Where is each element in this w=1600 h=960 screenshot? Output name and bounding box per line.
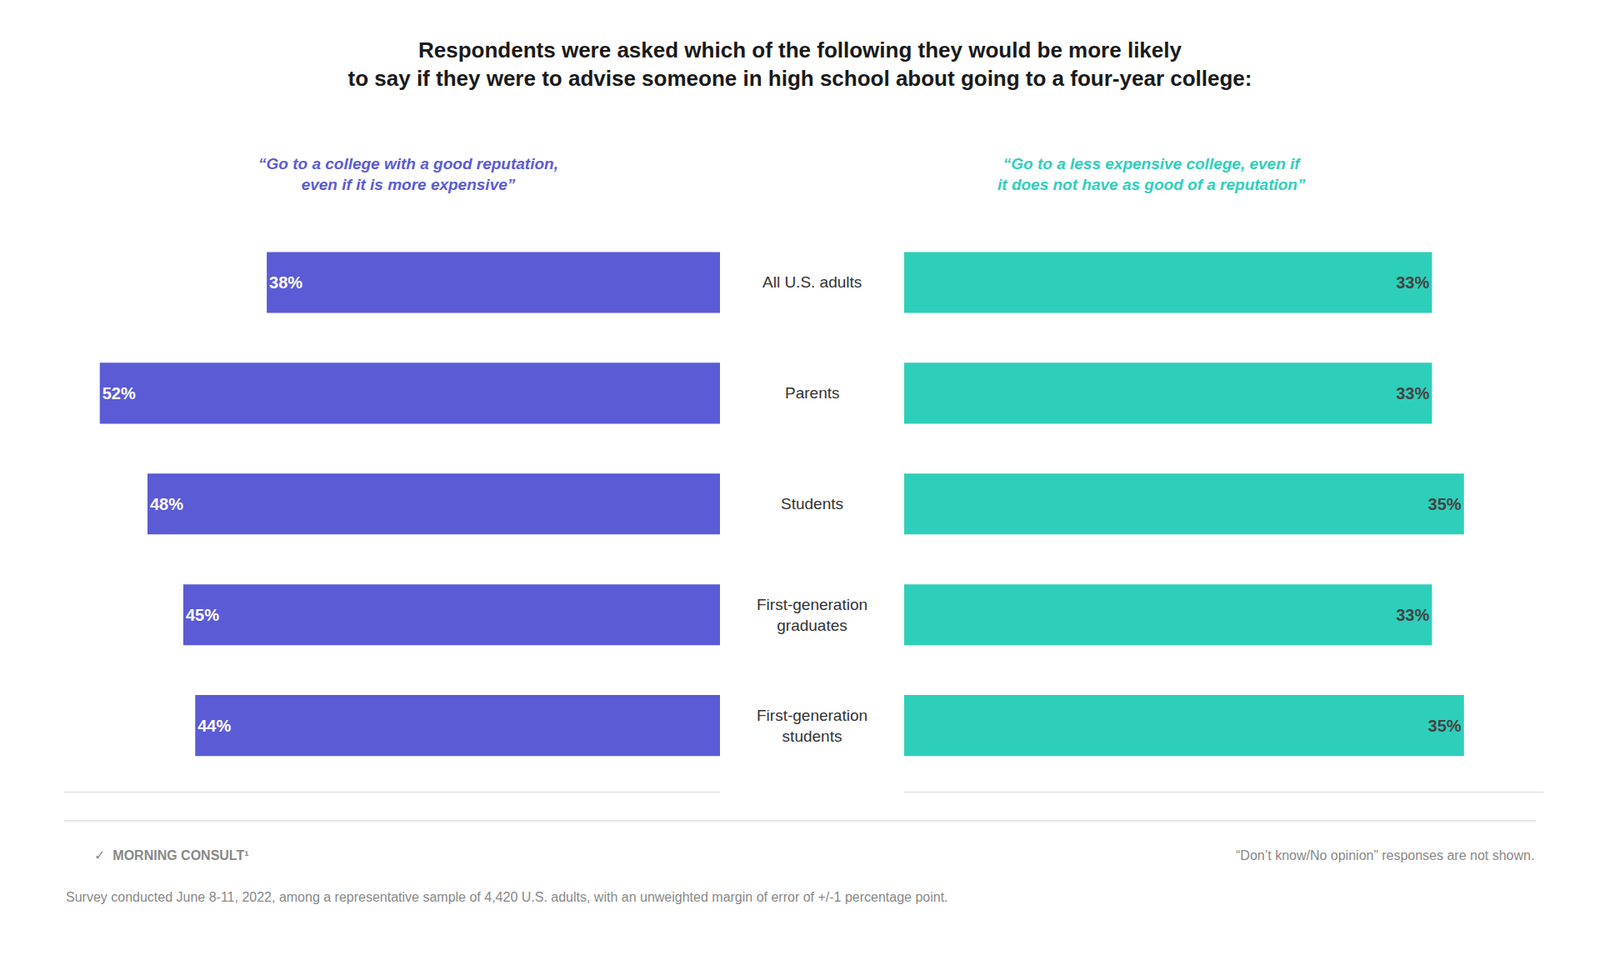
svg-text:52%: 52% xyxy=(102,384,136,403)
svg-text:First-generationgraduates: First-generationgraduates xyxy=(756,595,868,635)
svg-text:✓ MORNING CONSULT¹: ✓ MORNING CONSULT¹ xyxy=(94,848,250,863)
svg-text:Parents: Parents xyxy=(785,384,840,402)
svg-text:35%: 35% xyxy=(1428,716,1462,735)
svg-text:“Go to a less expensive colleg: “Go to a less expensive college, even if… xyxy=(997,155,1306,194)
svg-text:“Go to a college with a good r: “Go to a college with a good reputation,… xyxy=(258,155,559,194)
svg-text:45%: 45% xyxy=(185,605,220,625)
svg-text:First-generationstudents: First-generationstudents xyxy=(756,706,868,745)
svg-text:33%: 33% xyxy=(1395,384,1430,403)
svg-text:“Don’t know/No opinion” respon: “Don’t know/No opinion” responses are no… xyxy=(1235,848,1535,863)
svg-text:Students: Students xyxy=(780,495,844,513)
svg-text:Survey conducted June 8-11, 20: Survey conducted June 8-11, 2022, among … xyxy=(65,890,949,905)
svg-text:Respondents were asked which o: Respondents were asked which of the foll… xyxy=(348,37,1253,91)
svg-text:48%: 48% xyxy=(150,495,184,514)
svg-text:33%: 33% xyxy=(1395,273,1430,292)
svg-text:All U.S. adults: All U.S. adults xyxy=(762,273,862,291)
svg-text:35%: 35% xyxy=(1428,495,1462,514)
svg-text:33%: 33% xyxy=(1395,605,1430,625)
svg-text:44%: 44% xyxy=(197,716,231,735)
svg-text:38%: 38% xyxy=(269,273,303,292)
